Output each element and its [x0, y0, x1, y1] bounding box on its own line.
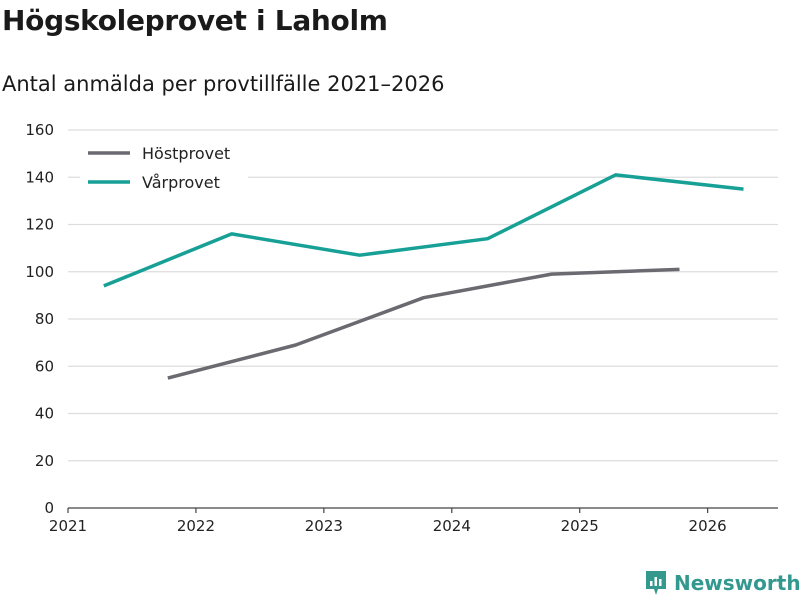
y-tick-label: 40 [35, 405, 54, 423]
y-tick-label: 160 [25, 121, 54, 139]
chart-title: Högskoleprovet i Laholm [2, 4, 388, 37]
legend-label: Vårprovet [142, 173, 220, 192]
legend-label: Höstprovet [142, 144, 230, 163]
y-tick-label: 80 [35, 310, 54, 328]
y-tick-label: 120 [25, 216, 54, 234]
y-tick-label: 140 [25, 168, 54, 186]
y-tick-label: 100 [25, 263, 54, 281]
newsworthy-logo-icon [646, 571, 666, 595]
brand-logo: Newsworthy [644, 568, 800, 598]
y-tick-label: 60 [35, 357, 54, 375]
x-tick-label: 2023 [305, 517, 343, 535]
series-line-hostprovet [167, 267, 680, 380]
legend-box [80, 138, 248, 200]
y-tick-label: 20 [35, 452, 54, 470]
x-tick-label: 2026 [689, 517, 727, 535]
brand-name: Newsworthy [674, 571, 800, 595]
y-tick-label: 0 [44, 499, 54, 517]
x-tick-label: 2025 [561, 517, 599, 535]
chart-subtitle: Antal anmälda per provtillfälle 2021–202… [2, 72, 445, 96]
x-tick-label: 2022 [177, 517, 215, 535]
series-line-varprovet [103, 173, 744, 288]
x-tick-label: 2021 [49, 517, 87, 535]
x-tick-label: 2024 [433, 517, 471, 535]
